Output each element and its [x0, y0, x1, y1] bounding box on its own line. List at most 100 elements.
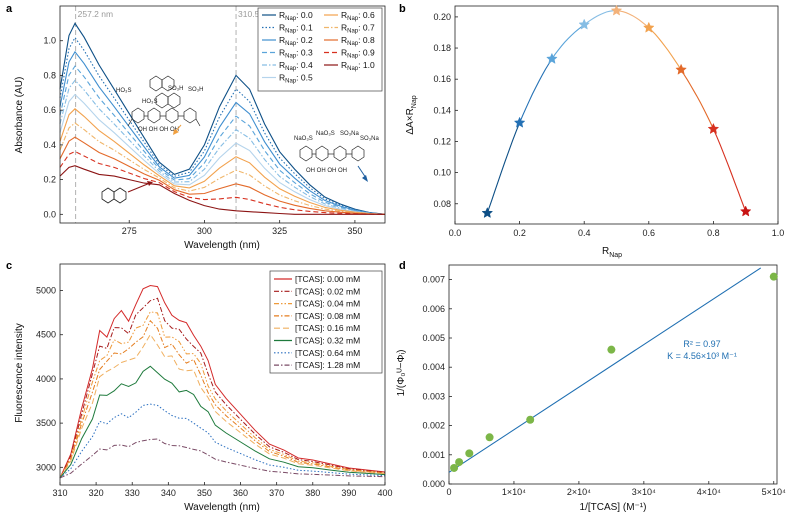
panel-a-ytick-label: 0.6 [43, 105, 56, 115]
panel-c-series-line [59, 297, 386, 479]
structure-label-top-4: SO₃H [188, 87, 203, 93]
panel-b-xtick-label: 0.4 [578, 228, 591, 238]
panel-a-xtick-label: 275 [122, 226, 137, 236]
panel-b-axes: 0.0 0.2 0.4 0.6 0.8 1.0 0.08 0.10 0.12 0.14 0.16 0.… [433, 12, 784, 238]
panel-a-ytick-label: 0.4 [43, 140, 56, 150]
panel-b-curve-segment [680, 69, 714, 130]
panel-b-ylabel: ΔA×RNap [405, 95, 418, 134]
panel-a-ytick-label: 0.2 [43, 175, 56, 185]
panel-b-xlabel: RNap [602, 246, 622, 259]
panel-a-legend-entry: RNap: 0.0 [279, 10, 313, 22]
panel-d-r2-annotation: R² = 0.97 [683, 339, 720, 349]
panel-b-curve-segment [486, 122, 521, 214]
panel-b-ytick-label: 0.20 [433, 12, 451, 22]
panel-c-ytick-label: 4500 [36, 330, 56, 340]
panel-d-ylabel: 1/(Φ₀ᵁ−Φᵢ) [396, 350, 407, 397]
structure-label-bottom-3: SO₃Na [340, 131, 359, 137]
panel-c-legend-box [269, 270, 383, 374]
panel-d-fit-line [448, 267, 762, 473]
structure-oh-top: OH OH OH OH [138, 127, 179, 133]
panel-d-ytick-label: 0.007 [422, 275, 445, 285]
panel-b-star-marker [610, 4, 623, 16]
panel-a-reference-label: 310.5 nm [238, 9, 273, 19]
panel-d-xlabel: 1/[TCAS] (M⁻¹) [580, 502, 647, 513]
panel-c-xtick-label: 330 [125, 488, 140, 498]
panel-d-data-marker [526, 415, 535, 424]
panel-a-xlabel: Wavelength (nm) [184, 240, 260, 251]
panel-c-frame [59, 263, 386, 486]
panel-a-legend-entry: RNap: 0.9 [341, 48, 375, 60]
panel-d-xtick-label: 5×10⁴ [762, 487, 786, 497]
panel-d-ytick-label: 0.004 [422, 362, 445, 372]
panel-a-series-lines [59, 22, 386, 215]
structure-label-bottom-2: NaO₃S [316, 131, 335, 137]
panel-c-ytick-label: 5000 [36, 286, 56, 296]
panel-c-xtick-label: 400 [377, 488, 392, 498]
panel-b-curve-segment [519, 58, 553, 124]
arrowhead-top-structure [173, 129, 179, 135]
panel-a-ylabel: Absorbance (AU) [14, 77, 25, 154]
panel-c-legend-entry: [TCAS]: 0.64 mM [295, 348, 360, 358]
panel-d-axes: 0 1×10⁴ 2×10⁴ 3×10⁴ 4×10⁴ 5×10⁴ 0.000 0.001 0.00… [422, 275, 785, 497]
panel-d-xtick-label: 0 [446, 487, 451, 497]
panel-d-ytick-label: 0.006 [422, 304, 445, 314]
panel-a-xtick-label: 300 [197, 226, 212, 236]
panel-d-frame [448, 264, 778, 485]
panel-d-ytick-label: 0.005 [422, 333, 445, 343]
panel-b-star-marker [707, 122, 720, 135]
panel-a-series-line [59, 65, 386, 215]
panel-b-star-marker [642, 21, 655, 33]
panel-c-axes: 310 320 330 340 350 360 370 380 390 400 3000 3500 40… [36, 286, 393, 498]
panel-d-xtick-label: 3×10⁴ [632, 487, 656, 497]
panel-a-legend-entry: RNap: 0.3 [279, 48, 313, 60]
panel-c-xtick-label: 320 [89, 488, 104, 498]
panel-b-ytick-label: 0.18 [433, 43, 451, 53]
panel-c-ytick-label: 4000 [36, 374, 56, 384]
panel-c-series-line [59, 319, 386, 479]
panel-d-ytick-label: 0.000 [422, 479, 445, 489]
panel-c-xtick-label: 350 [197, 488, 212, 498]
panel-a-reference-label: 257.2 nm [78, 9, 113, 19]
arrowhead-bottom-structure [362, 175, 368, 182]
panel-d-ytick-label: 0.003 [422, 391, 445, 401]
panel-c-series-line [59, 403, 386, 479]
panel-c-xlabel: Wavelength (nm) [184, 502, 260, 513]
panel-c-series-line [59, 333, 386, 479]
panel-c-xtick-label: 340 [161, 488, 176, 498]
structure-label-bottom-4: SO₃Na [360, 136, 379, 142]
panel-a-series-line [59, 108, 386, 215]
panel-d-xtick-label: 1×10⁴ [502, 487, 526, 497]
panel-c-legend-entry: [TCAS]: 0.32 mM [295, 336, 360, 346]
panel-c-legend: [TCAS]: 0.00 mM [TCAS]: 0.02 mM [TCAS]: 0.… [269, 270, 383, 374]
structure-label-top-2: HO₃S [142, 99, 157, 105]
panel-b-curve-segment [712, 128, 747, 212]
panel-b-xtick-label: 0.0 [449, 228, 462, 238]
panel-a-legend-entry: RNap: 0.1 [279, 23, 313, 35]
panel-a-series-line [59, 150, 386, 215]
panel-b-ytick-label: 0.12 [433, 136, 451, 146]
panel-b-xtick-label: 0.8 [707, 228, 720, 238]
panel-c-ytick-label: 3500 [36, 418, 56, 428]
panel-c-fluorescence-chart: 310 320 330 340 350 360 370 380 390 400 3000 3500 40… [14, 263, 393, 513]
panel-a-frame [59, 5, 386, 224]
panel-a-legend-box [257, 7, 383, 92]
panel-a-axes: 275 300 325 350 0.0 0.2 0.4 0.6 0.8 1.0 [43, 36, 362, 236]
naphthalene-structure [101, 187, 127, 204]
panel-b-star-marker [675, 63, 687, 75]
panel-label-a: a [6, 3, 13, 15]
panel-a-series-line [59, 50, 386, 215]
panel-b-ytick-label: 0.14 [433, 105, 451, 115]
arrowhead-naphthalene [147, 181, 153, 186]
panel-b-ytick-label: 0.16 [433, 74, 451, 84]
panel-c-legend-entry: [TCAS]: 0.16 mM [295, 323, 360, 333]
panel-d-linear-fit-chart: 0 1×10⁴ 2×10⁴ 3×10⁴ 4×10⁴ 5×10⁴ 0.000 0.001 0.00… [396, 264, 786, 513]
panel-b-curve-segment [551, 24, 585, 60]
panel-b-curve-segment [583, 10, 617, 26]
panel-c-series-lines [59, 284, 386, 479]
panel-a-legend-entry: RNap: 0.2 [279, 35, 313, 47]
panel-a-series-line [59, 93, 386, 215]
panel-a-series-line [59, 36, 386, 215]
panel-c-xtick-label: 360 [233, 488, 248, 498]
panel-a-series-line [59, 136, 386, 215]
